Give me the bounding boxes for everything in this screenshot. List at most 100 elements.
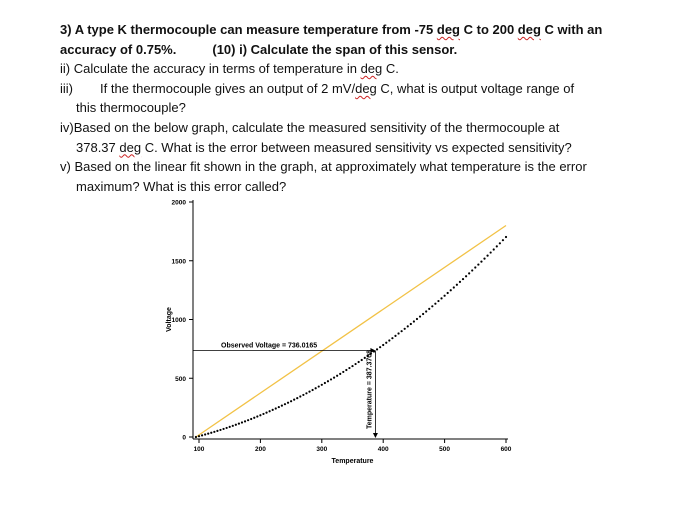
data-point bbox=[237, 422, 241, 425]
data-point bbox=[271, 408, 274, 411]
data-point bbox=[351, 364, 354, 368]
data-point bbox=[461, 277, 465, 281]
question-line-5: this thermocouple? bbox=[76, 100, 186, 116]
y-axis-label: Voltage bbox=[166, 307, 173, 332]
data-point bbox=[194, 435, 198, 439]
question-line-4: iii) If the thermocouple gives an output … bbox=[60, 80, 575, 96]
x-tick-label: 400 bbox=[378, 446, 389, 453]
data-point bbox=[354, 362, 357, 366]
x-tick-label: 600 bbox=[501, 446, 512, 453]
x-tick-label: 300 bbox=[316, 446, 327, 453]
spellcheck-word: deg bbox=[119, 139, 142, 155]
data-point bbox=[210, 431, 213, 434]
data-point bbox=[468, 272, 471, 275]
data-points bbox=[194, 235, 508, 439]
data-point bbox=[228, 425, 231, 428]
data-point bbox=[415, 317, 419, 321]
data-point bbox=[434, 302, 437, 305]
data-point bbox=[247, 419, 250, 422]
data-point bbox=[452, 286, 455, 289]
data-point bbox=[471, 269, 474, 272]
data-point bbox=[492, 248, 495, 251]
data-point bbox=[311, 388, 314, 392]
data-point bbox=[431, 305, 434, 308]
question-line-3: ii) Calculate the accuracy in terms of t… bbox=[60, 61, 399, 77]
question-line-6: iv)Based on the below graph, calculate t… bbox=[60, 119, 560, 135]
spellcheck-word: deg bbox=[355, 80, 377, 96]
data-point bbox=[207, 432, 210, 435]
data-point bbox=[477, 263, 480, 266]
temperature-label: Temperature = 387.3708 bbox=[366, 350, 373, 429]
data-point bbox=[286, 401, 290, 404]
data-point bbox=[382, 343, 385, 347]
y-tick-label: 1000 bbox=[172, 317, 187, 324]
data-point bbox=[363, 356, 366, 360]
data-point bbox=[400, 330, 403, 333]
voltage-arrowhead bbox=[370, 348, 376, 354]
data-point bbox=[403, 327, 406, 330]
data-point bbox=[277, 405, 280, 409]
question-line-1: 3) A type K thermocouple can measure tem… bbox=[60, 22, 603, 37]
data-point bbox=[342, 370, 345, 374]
data-point bbox=[437, 299, 440, 303]
data-point bbox=[216, 429, 219, 432]
y-tick-label: 1500 bbox=[172, 258, 187, 265]
data-point bbox=[231, 424, 234, 427]
spellcheck-word: deg bbox=[517, 22, 541, 37]
data-point bbox=[504, 235, 508, 239]
data-point bbox=[397, 332, 400, 335]
data-point bbox=[329, 378, 333, 381]
data-point bbox=[256, 415, 259, 418]
data-point bbox=[422, 312, 425, 316]
data-point bbox=[388, 339, 391, 342]
data-point bbox=[240, 421, 244, 424]
data-point bbox=[197, 435, 201, 438]
data-point bbox=[234, 423, 237, 426]
spellcheck-word: deg bbox=[360, 61, 383, 77]
data-point bbox=[464, 275, 468, 278]
question-line-9: maximum? What is this error called? bbox=[76, 178, 287, 194]
x-tick-label: 100 bbox=[194, 446, 205, 453]
data-point bbox=[317, 385, 320, 388]
y-tick-label: 500 bbox=[175, 376, 186, 383]
data-point bbox=[480, 260, 483, 263]
y-tick-label: 0 bbox=[182, 435, 186, 442]
data-point bbox=[375, 348, 379, 351]
data-point bbox=[323, 381, 326, 385]
data-point bbox=[483, 257, 486, 260]
data-point bbox=[345, 368, 348, 372]
data-point bbox=[443, 294, 446, 297]
data-point bbox=[243, 420, 247, 423]
data-point bbox=[379, 346, 382, 349]
data-point bbox=[425, 310, 428, 313]
data-point bbox=[458, 280, 462, 284]
data-point bbox=[268, 410, 271, 413]
data-point bbox=[320, 383, 323, 386]
data-point bbox=[250, 417, 253, 421]
chart-annotations: Observed Voltage = 736.0165 Temperature … bbox=[193, 343, 378, 438]
linear-fit-line bbox=[195, 224, 507, 438]
x-axis-label: Temperature bbox=[332, 458, 374, 465]
data-point bbox=[305, 392, 308, 395]
question-text: 3) A type K thermocouple can measure tem… bbox=[60, 20, 670, 196]
data-point bbox=[299, 395, 302, 398]
question-line-7: 378.37 deg C. What is the error between … bbox=[76, 139, 572, 155]
data-point bbox=[385, 341, 388, 344]
data-point bbox=[446, 291, 449, 295]
data-point bbox=[455, 283, 458, 286]
data-point bbox=[259, 414, 262, 417]
y-tick-label: 2000 bbox=[172, 200, 187, 207]
data-point bbox=[283, 403, 287, 406]
temperature-arrowhead bbox=[372, 433, 378, 438]
data-point bbox=[290, 400, 293, 403]
data-point bbox=[418, 315, 422, 318]
data-point bbox=[498, 242, 501, 245]
observed-voltage-label: Observed Voltage = 736.0165 bbox=[221, 343, 317, 350]
data-point bbox=[394, 334, 397, 337]
data-point bbox=[474, 266, 477, 269]
chart-ticks: 0 500 1000 1500 2000 100 200 300 400 500 600 bbox=[172, 200, 512, 454]
chart-axes bbox=[192, 200, 508, 440]
data-point bbox=[357, 360, 360, 364]
data-point bbox=[274, 407, 277, 410]
data-point bbox=[369, 352, 373, 355]
